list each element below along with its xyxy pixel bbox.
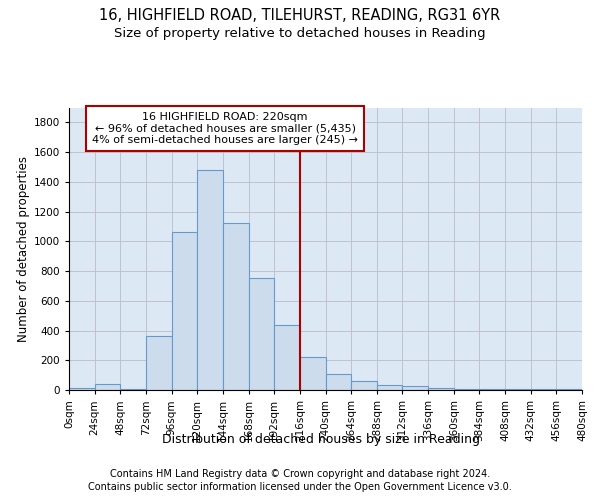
Bar xyxy=(377,385,403,390)
Bar xyxy=(300,358,325,390)
Bar xyxy=(351,381,377,390)
Bar xyxy=(69,388,95,390)
Bar xyxy=(428,388,454,390)
Text: Contains public sector information licensed under the Open Government Licence v3: Contains public sector information licen… xyxy=(88,482,512,492)
Text: Size of property relative to detached houses in Reading: Size of property relative to detached ho… xyxy=(114,28,486,40)
Bar xyxy=(172,232,197,390)
Bar xyxy=(325,374,351,390)
Text: Contains HM Land Registry data © Crown copyright and database right 2024.: Contains HM Land Registry data © Crown c… xyxy=(110,469,490,479)
Bar xyxy=(197,170,223,390)
Bar xyxy=(274,324,300,390)
Bar xyxy=(248,278,274,390)
Text: Distribution of detached houses by size in Reading: Distribution of detached houses by size … xyxy=(162,432,480,446)
Bar xyxy=(223,224,248,390)
Bar xyxy=(146,336,172,390)
Y-axis label: Number of detached properties: Number of detached properties xyxy=(17,156,29,342)
Bar xyxy=(95,384,121,390)
Bar xyxy=(121,388,146,390)
Text: 16, HIGHFIELD ROAD, TILEHURST, READING, RG31 6YR: 16, HIGHFIELD ROAD, TILEHURST, READING, … xyxy=(100,8,500,22)
Bar xyxy=(454,388,479,390)
Text: 16 HIGHFIELD ROAD: 220sqm
← 96% of detached houses are smaller (5,435)
4% of sem: 16 HIGHFIELD ROAD: 220sqm ← 96% of detac… xyxy=(92,112,358,145)
Bar xyxy=(479,388,505,390)
Bar xyxy=(403,386,428,390)
